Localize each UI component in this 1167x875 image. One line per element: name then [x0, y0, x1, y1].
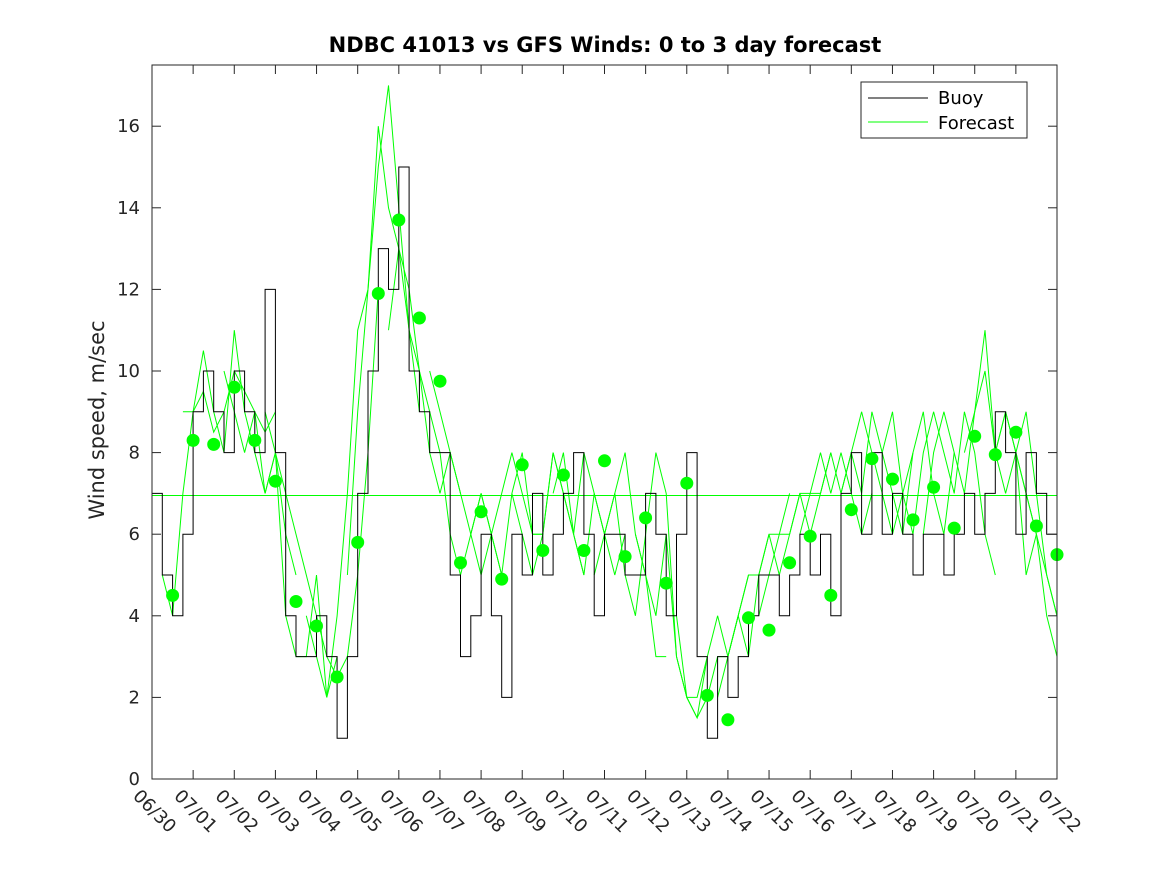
- y-tick-label: 2: [129, 687, 140, 708]
- x-tick-label: 07/01: [170, 786, 222, 838]
- forecast-dot: [1029, 519, 1043, 533]
- forecast-dot: [762, 623, 776, 637]
- x-tick-label: 07/07: [416, 786, 468, 838]
- forecast-dots: [166, 213, 1064, 727]
- x-tick-label: 07/09: [499, 786, 551, 838]
- forecast-dot: [988, 448, 1002, 462]
- plot-background: [152, 65, 1057, 779]
- forecast-dot: [886, 472, 899, 486]
- forecast-run-line: [305, 85, 420, 698]
- forecast-run-line: [264, 289, 379, 679]
- x-tick-label: 07/19: [910, 786, 962, 838]
- x-tick-label: 07/11: [581, 786, 633, 838]
- forecast-run-line: [511, 452, 626, 576]
- forecast-run-line: [346, 126, 461, 576]
- x-tick-label: 07/08: [458, 786, 510, 838]
- x-tick-label: 07/02: [211, 786, 263, 838]
- x-tick-label: 07/10: [540, 786, 592, 838]
- forecast-dot: [207, 437, 221, 451]
- x-tick-label: 06/30: [128, 786, 180, 838]
- y-tick-label: 14: [117, 198, 140, 219]
- forecast-dot: [742, 611, 755, 625]
- legend: Buoy Forecast: [860, 81, 1028, 139]
- forecast-run-line: [840, 411, 955, 535]
- forecast-dot: [577, 544, 591, 557]
- forecast-dot: [927, 480, 941, 494]
- forecast-dot: [268, 474, 282, 488]
- x-tick-label: 07/13: [663, 786, 715, 838]
- forecast-dot: [865, 452, 879, 466]
- forecast-dot: [433, 374, 447, 388]
- forecast-dot: [166, 588, 180, 602]
- forecast-dot: [659, 576, 673, 590]
- legend-forecast-label: Forecast: [938, 113, 1014, 134]
- x-tick-label: 07/14: [704, 786, 756, 838]
- x-tick-label: 07/04: [293, 786, 345, 838]
- x-tick-label: 07/18: [869, 786, 921, 838]
- x-tick-label: 07/03: [252, 786, 304, 838]
- forecast-dot: [289, 595, 303, 608]
- forecast-run-line: [799, 411, 914, 535]
- forecast-run-line: [223, 370, 338, 698]
- x-tick-label: 07/21: [992, 786, 1044, 838]
- y-tick-label: 12: [117, 279, 140, 300]
- forecast-dot: [803, 529, 817, 543]
- y-axis-label: Wind speed, m/sec: [85, 320, 109, 519]
- forecast-dot: [556, 468, 570, 482]
- forecast-dot: [474, 505, 488, 519]
- forecast-dot: [536, 544, 550, 557]
- forecast-dot: [454, 556, 467, 570]
- forecast-dot: [700, 688, 714, 702]
- chart-title: NDBC 41013 vs GFS Winds: 0 to 3 day fore…: [329, 33, 882, 57]
- forecast-run-line: [922, 370, 1037, 576]
- forecast-run-line: [161, 369, 276, 616]
- x-tick-label: 07/05: [334, 786, 386, 838]
- y-tick-label: 0: [129, 769, 140, 790]
- forecast-dot: [1009, 425, 1023, 439]
- buoy-line: [152, 166, 1058, 739]
- plot-area: [151, 64, 1064, 780]
- forecast-dot: [947, 521, 961, 535]
- forecast-dot: [721, 713, 735, 727]
- forecast-dot: [392, 213, 406, 227]
- forecast-dot: [351, 535, 365, 549]
- forecast-dot: [227, 380, 241, 394]
- forecast-run-line: [429, 370, 543, 576]
- y-tick-label: 10: [117, 361, 140, 382]
- forecast-dot: [330, 670, 344, 684]
- forecast-dot: [906, 513, 920, 527]
- y-axis: 0 2 4 6 8 10 12 14 16: [117, 116, 1057, 790]
- forecast-dot: [310, 619, 323, 633]
- forecast-dot: [680, 476, 694, 490]
- y-tick-label: 8: [129, 443, 140, 464]
- buoy-line-layer: [152, 166, 1058, 739]
- forecast-dot: [783, 556, 797, 570]
- forecast-dot: [495, 572, 509, 586]
- x-tick-label: 07/20: [951, 786, 1003, 838]
- forecast-dot: [248, 433, 262, 447]
- legend-box: [860, 81, 1028, 139]
- x-tick-label: 07/17: [828, 786, 880, 838]
- x-tick-label: 07/12: [622, 786, 674, 838]
- y-tick-label: 6: [129, 524, 140, 545]
- x-tick-label: 07/16: [787, 786, 839, 838]
- forecast-dot: [412, 311, 426, 325]
- x-tick-label: 07/15: [746, 786, 798, 838]
- forecast-dot: [844, 503, 858, 517]
- forecast-run-line: [758, 452, 873, 616]
- forecast-dot: [824, 588, 838, 602]
- y-tick-label: 4: [129, 606, 140, 627]
- legend-buoy-label: Buoy: [938, 88, 984, 109]
- forecast-dot: [618, 550, 632, 564]
- forecast-dot: [639, 511, 653, 525]
- forecast-dot: [371, 287, 385, 300]
- forecast-dot: [598, 454, 611, 468]
- forecast-dot: [515, 458, 529, 472]
- x-tick-label: 07/22: [1033, 786, 1085, 838]
- forecast-dot: [186, 433, 200, 447]
- y-tick-label: 16: [117, 116, 140, 137]
- x-tick-label: 07/06: [375, 786, 427, 838]
- forecast-dot: [968, 429, 982, 443]
